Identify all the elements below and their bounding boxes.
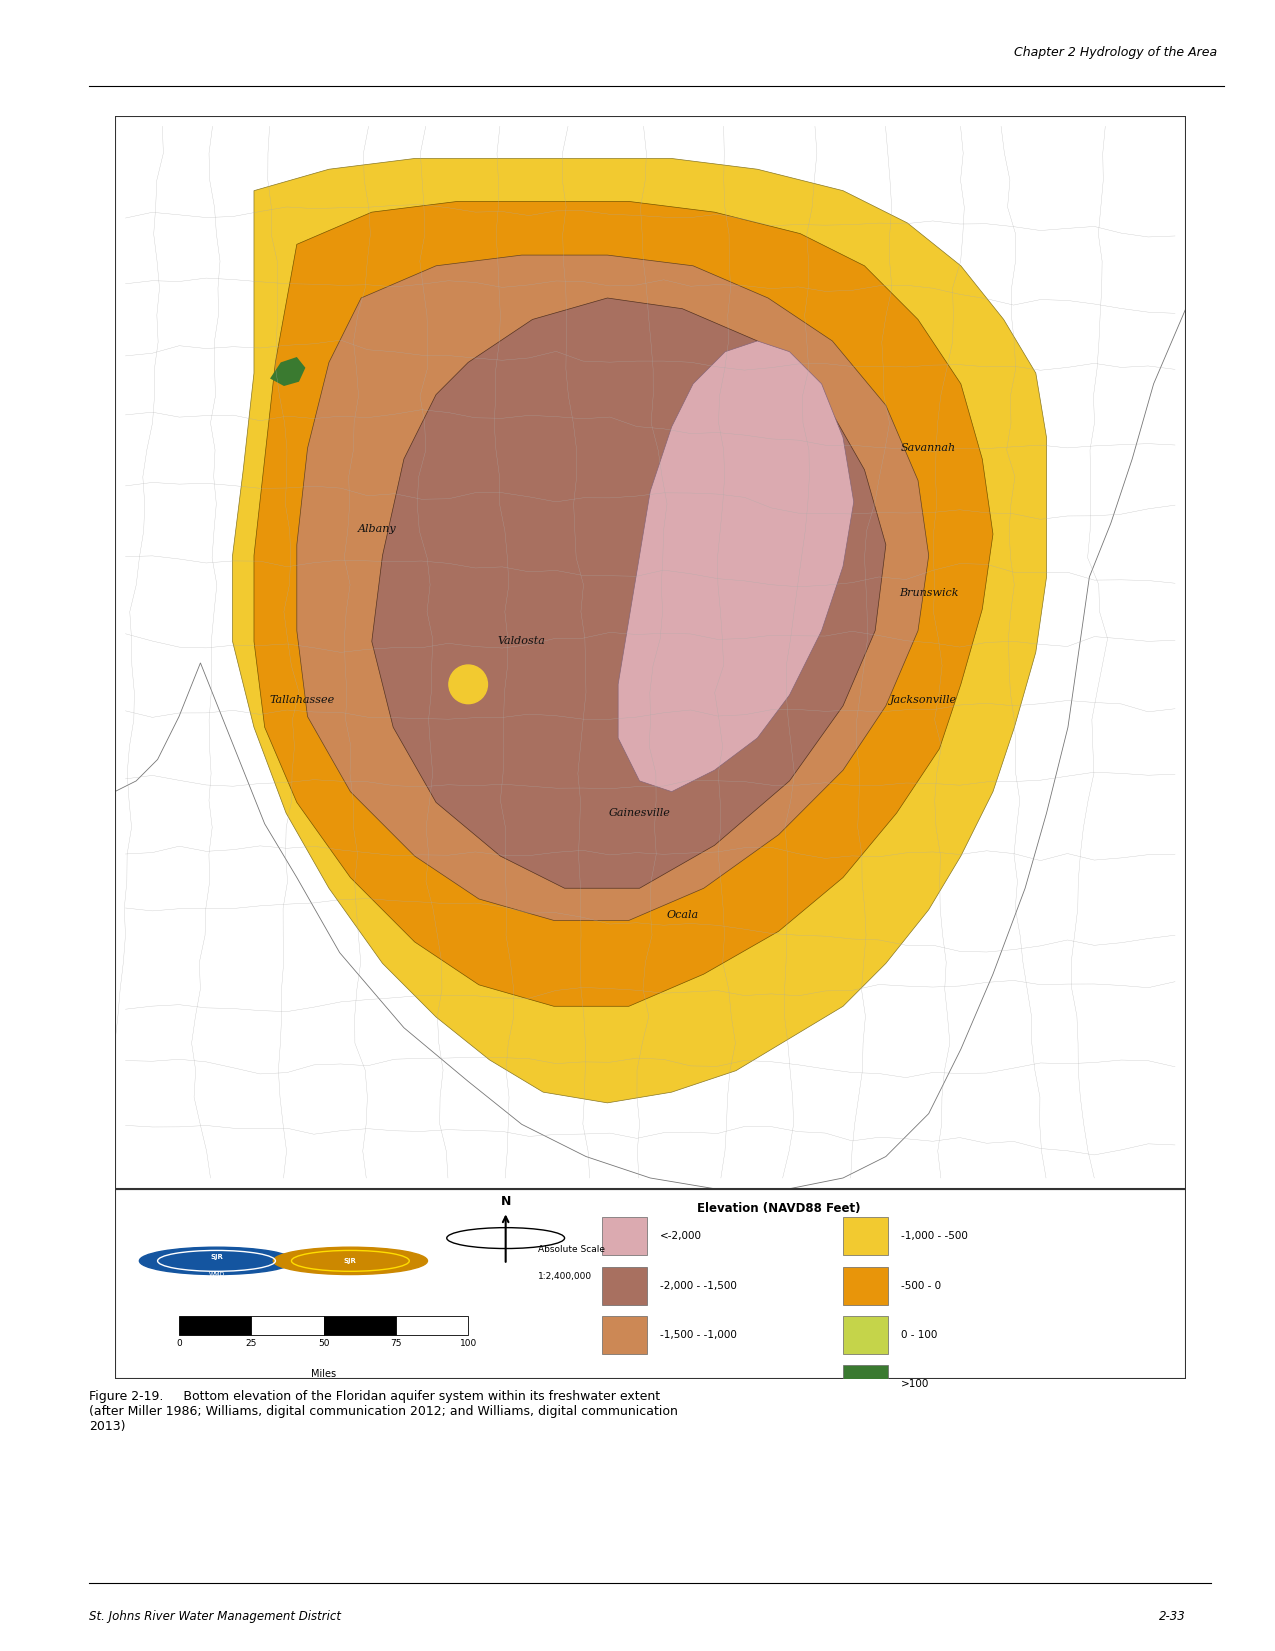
Circle shape xyxy=(273,1247,427,1275)
Text: 0 - 100: 0 - 100 xyxy=(901,1331,937,1341)
Bar xyxy=(843,1316,887,1354)
Polygon shape xyxy=(254,201,993,1005)
Circle shape xyxy=(449,665,487,703)
Polygon shape xyxy=(232,158,1047,1103)
Text: -1,500 - -1,000: -1,500 - -1,000 xyxy=(660,1331,737,1341)
Text: N: N xyxy=(501,1195,511,1209)
Bar xyxy=(602,1266,646,1304)
Text: >100: >100 xyxy=(901,1379,929,1388)
Bar xyxy=(602,1217,646,1255)
Text: Ocala: Ocala xyxy=(667,910,699,920)
Text: 100: 100 xyxy=(459,1339,477,1347)
Text: WMD: WMD xyxy=(208,1271,224,1276)
Bar xyxy=(602,1316,646,1354)
Polygon shape xyxy=(372,297,886,888)
Text: Valdosta: Valdosta xyxy=(497,636,546,647)
Text: Tallahassee: Tallahassee xyxy=(269,695,335,705)
Bar xyxy=(843,1365,887,1403)
Text: St. Johns River Water Management District: St. Johns River Water Management Distric… xyxy=(89,1610,342,1623)
Text: SJR: SJR xyxy=(344,1258,357,1265)
Text: Figure 2-19.     Bottom elevation of the Floridan aquifer system within its fres: Figure 2-19. Bottom elevation of the Flo… xyxy=(89,1390,678,1433)
Text: Chapter 2 Hydrology of the Area: Chapter 2 Hydrology of the Area xyxy=(1015,46,1218,59)
Text: Elevation (NAVD88 Feet): Elevation (NAVD88 Feet) xyxy=(697,1202,861,1215)
Polygon shape xyxy=(297,256,928,921)
Bar xyxy=(843,1266,887,1304)
Text: 50: 50 xyxy=(317,1339,329,1347)
Text: Gainesville: Gainesville xyxy=(608,807,671,819)
Text: Savannah: Savannah xyxy=(901,442,956,454)
Text: -2,000 - -1,500: -2,000 - -1,500 xyxy=(660,1281,737,1291)
Text: 0: 0 xyxy=(176,1339,182,1347)
Bar xyxy=(179,1316,251,1336)
Text: 25: 25 xyxy=(246,1339,258,1347)
Text: -500 - 0: -500 - 0 xyxy=(901,1281,941,1291)
Circle shape xyxy=(139,1247,293,1275)
Polygon shape xyxy=(618,342,854,792)
Bar xyxy=(324,1316,395,1336)
Bar xyxy=(395,1316,468,1336)
Polygon shape xyxy=(115,116,1186,1189)
Text: -1,000 - -500: -1,000 - -500 xyxy=(901,1232,968,1242)
Polygon shape xyxy=(270,357,306,386)
Text: 1:2,400,000: 1:2,400,000 xyxy=(538,1271,592,1281)
Text: Albany: Albany xyxy=(358,523,397,533)
Text: Absolute Scale: Absolute Scale xyxy=(538,1245,604,1255)
Bar xyxy=(251,1316,324,1336)
Text: Miles: Miles xyxy=(311,1369,337,1379)
Text: Jacksonville: Jacksonville xyxy=(890,695,958,705)
Text: <-2,000: <-2,000 xyxy=(660,1232,703,1242)
Text: 2-33: 2-33 xyxy=(1159,1610,1186,1623)
Text: 75: 75 xyxy=(390,1339,402,1347)
Bar xyxy=(843,1217,887,1255)
Text: Brunswick: Brunswick xyxy=(899,588,959,598)
Text: SJR: SJR xyxy=(210,1255,223,1260)
